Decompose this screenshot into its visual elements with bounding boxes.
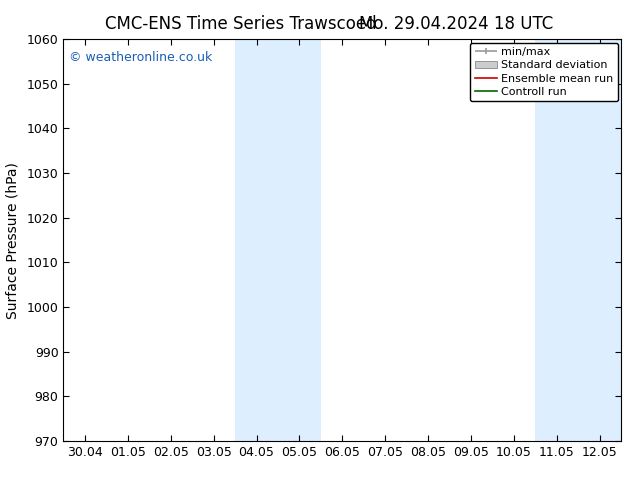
Y-axis label: Surface Pressure (hPa): Surface Pressure (hPa) (6, 162, 20, 318)
Text: © weatheronline.co.uk: © weatheronline.co.uk (69, 51, 212, 64)
Legend: min/max, Standard deviation, Ensemble mean run, Controll run: min/max, Standard deviation, Ensemble me… (470, 43, 618, 101)
Bar (536, 39, 621, 441)
Text: Mo. 29.04.2024 18 UTC: Mo. 29.04.2024 18 UTC (359, 15, 553, 33)
Bar (235, 39, 321, 441)
Text: CMC-ENS Time Series Trawscoed: CMC-ENS Time Series Trawscoed (105, 15, 377, 33)
